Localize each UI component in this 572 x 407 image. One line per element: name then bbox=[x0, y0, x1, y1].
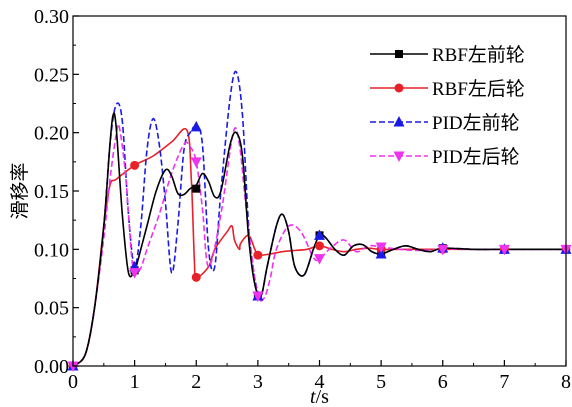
x-tick-label: 6 bbox=[438, 371, 448, 393]
series-2-marker bbox=[191, 272, 201, 282]
legend-marker bbox=[393, 151, 405, 162]
x-tick-label: 1 bbox=[130, 371, 140, 393]
legend: RBF左前轮 RBF左后轮 PID左前轮 PID左后轮 bbox=[370, 44, 525, 168]
series-3-marker bbox=[314, 229, 325, 240]
x-tick-label: 8 bbox=[561, 371, 571, 393]
series-4-marker bbox=[314, 254, 325, 265]
series-4-marker bbox=[190, 157, 202, 168]
y-tick-label: 0.20 bbox=[34, 123, 69, 145]
series-4-marker bbox=[67, 361, 79, 372]
series-4-marker bbox=[129, 268, 141, 279]
y-tick-label: 0.10 bbox=[34, 239, 69, 261]
legend-label: RBF左前轮 bbox=[432, 44, 525, 66]
y-axis-label: 滑移率 bbox=[9, 162, 31, 219]
x-axis-label: t/s bbox=[310, 386, 329, 407]
plot-frame bbox=[72, 15, 567, 367]
series-3-marker bbox=[375, 248, 387, 259]
series-4-marker bbox=[437, 244, 449, 256]
x-tick-label: 3 bbox=[253, 371, 263, 393]
x-tick-label: 5 bbox=[376, 371, 386, 393]
series-line-4 bbox=[72, 123, 566, 367]
legend-label: RBF左后轮 bbox=[432, 78, 525, 100]
legend-marker bbox=[394, 83, 404, 93]
series-2-marker bbox=[130, 160, 140, 170]
y-tick-label: 0.15 bbox=[34, 181, 69, 203]
y-tick-label: 0.00 bbox=[34, 356, 69, 378]
x-tick-label: 4 bbox=[315, 371, 325, 393]
x-tick-label: 0 bbox=[68, 371, 78, 393]
series-2-marker bbox=[315, 241, 324, 251]
y-tick-label: 0.25 bbox=[34, 64, 69, 86]
legend-label: PID左后轮 bbox=[432, 146, 520, 168]
series-markers bbox=[67, 120, 572, 372]
y-tick-label: 0.30 bbox=[34, 6, 69, 28]
series-2-marker bbox=[253, 250, 263, 260]
legend-marker bbox=[393, 116, 405, 127]
series-1-marker bbox=[192, 184, 201, 193]
legend-label: PID左前轮 bbox=[432, 112, 520, 134]
x-tick-label: 2 bbox=[191, 371, 201, 393]
series-4-marker bbox=[375, 242, 387, 253]
series-4-marker bbox=[498, 244, 510, 256]
legend-marker bbox=[395, 50, 403, 58]
series-4-marker bbox=[252, 291, 264, 302]
y-tick-label: 0.05 bbox=[34, 298, 69, 320]
series-3-marker bbox=[190, 120, 202, 132]
axes: 0 1 2 3 4 5 6 7 8 0.00 0.05 0.10 0.15 0.20 0.25 0.30 t/s… bbox=[9, 6, 571, 407]
x-tick-label: 7 bbox=[499, 371, 509, 393]
